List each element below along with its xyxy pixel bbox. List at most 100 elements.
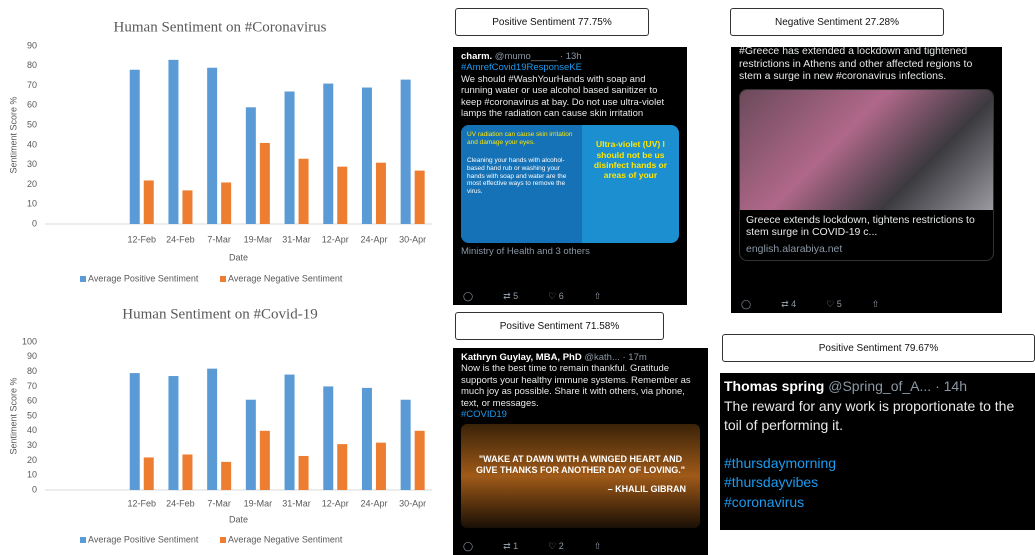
legend-label: Average Negative Sentiment (228, 273, 343, 283)
bar (400, 79, 411, 224)
bar (284, 91, 295, 224)
y-tick-label: 60 (27, 100, 37, 110)
tweet: #Greece has extended a lockdown and tigh… (731, 47, 1002, 313)
y-tick-label: 50 (27, 410, 37, 420)
x-tick-label: 24-Feb (166, 234, 195, 244)
meta: @Spring_of_A... · 14h (828, 378, 967, 394)
bar (168, 376, 179, 490)
retweets: 1 (513, 541, 519, 552)
legend-swatch (80, 537, 86, 543)
x-tick-label: 31-Mar (282, 498, 311, 508)
tweet-body: We should #WashYourHands with soap and r… (461, 73, 665, 119)
hashtag: #AmrefCovid19ResponseKE (461, 62, 582, 74)
x-tick-label: 12-Feb (127, 498, 156, 508)
legend-label: Average Negative Sentiment (228, 534, 343, 544)
bar (375, 442, 386, 490)
x-tick-label: 31-Mar (282, 234, 311, 244)
x-tick-label: 30-Apr (399, 498, 426, 508)
bar (400, 399, 411, 490)
y-tick-label: 100 (22, 336, 37, 346)
bar (245, 399, 256, 490)
x-tick-label: 12-Feb (127, 234, 156, 244)
bar (259, 142, 270, 224)
y-tick-label: 90 (27, 351, 37, 361)
card-title: Greece extends lockdown, tightens restri… (746, 213, 975, 239)
author: Kathryn Guylay, MBA, PhD (461, 352, 582, 363)
y-tick-label: 40 (27, 139, 37, 149)
bar (259, 430, 270, 490)
y-tick-label: 80 (27, 60, 37, 70)
bar (245, 107, 256, 224)
hashtag: #thursdaymorning (724, 454, 837, 471)
x-tick-label: 24-Apr (360, 498, 387, 508)
quote: "WAKE AT DAWN WITH A WINGED HEART AND GI… (476, 454, 685, 476)
chart-title: Human Sentiment on #Coronavirus (114, 19, 327, 35)
y-axis-label: Sentiment Score % (8, 377, 18, 454)
image-text: Ultra-violet (UV) l should not be us dis… (593, 139, 668, 180)
bar (414, 430, 425, 490)
tweet-body: #Greece has extended a lockdown and tigh… (739, 47, 973, 83)
tweet-header: Thomas spring @Spring_of_A... · 14h (724, 377, 1031, 397)
sentiment-label: Negative Sentiment 27.28% (730, 8, 944, 36)
footer: Ministry of Health and 3 others (461, 246, 590, 258)
retweets: 4 (791, 299, 797, 310)
y-tick-label: 10 (27, 470, 37, 480)
bar (323, 83, 334, 224)
bar (182, 454, 193, 490)
image-text: Cleaning your hands with alcohol-based h… (467, 156, 567, 196)
image-text: UV radiation can cause skin irritation a… (467, 131, 573, 147)
y-tick-label: 90 (27, 40, 37, 50)
tweet-header: Kathryn Guylay, MBA, PhD @kath... · 17m (461, 352, 700, 363)
bar (129, 69, 140, 224)
y-tick-label: 60 (27, 396, 37, 406)
bar (207, 368, 218, 490)
x-tick-label: 12-Apr (322, 498, 349, 508)
tweet: Thomas spring @Spring_of_A... · 14h The … (720, 373, 1035, 530)
x-tick-label: 12-Apr (322, 234, 349, 244)
tweet-body: Now is the best time to remain thankful.… (461, 363, 691, 409)
y-tick-label: 70 (27, 381, 37, 391)
hashtag: #coronavirus (724, 493, 805, 510)
likes: 5 (836, 299, 842, 310)
bar (129, 373, 140, 490)
likes: 2 (558, 541, 564, 552)
bar (221, 182, 232, 224)
card-site: english.alarabiya.net (746, 242, 843, 255)
bar (221, 461, 232, 490)
bar (337, 166, 348, 224)
legend-swatch (220, 276, 226, 282)
actions: ◯ ⇄ 1 ♡ 2 ⇧ (463, 541, 602, 552)
hashtag: #thursdayvibes (724, 474, 819, 491)
y-tick-label: 30 (27, 440, 37, 450)
card: Greece extends lockdown, tightens restri… (739, 88, 994, 261)
y-tick-label: 0 (32, 218, 37, 228)
likes: 6 (558, 291, 564, 302)
y-tick-label: 80 (27, 366, 37, 376)
y-tick-label: 70 (27, 80, 37, 90)
y-tick-label: 30 (27, 159, 37, 169)
quote-author: – KHALIL GIBRAN (607, 483, 686, 494)
author: Thomas spring (724, 378, 825, 394)
actions: ◯ ⇄ 4 ♡ 5 ⇧ (741, 299, 880, 310)
tweet-header: charm. @mumo_____ · 13h (461, 51, 679, 62)
sentiment-label: Positive Sentiment 77.75% (455, 8, 649, 36)
charts: Human Sentiment on #Coronavirus Sentiment… (8, 19, 432, 544)
bar (298, 158, 309, 224)
bar (337, 444, 348, 490)
bar (361, 387, 372, 490)
y-tick-label: 20 (27, 179, 37, 189)
bar (375, 162, 386, 224)
bar (143, 457, 154, 490)
image (740, 89, 993, 210)
y-tick-label: 10 (27, 199, 37, 209)
bar (182, 190, 193, 224)
y-tick-label: 50 (27, 119, 37, 129)
bar (168, 59, 179, 224)
bar (143, 180, 154, 224)
tweet-body: The reward for any work is proportionate… (724, 397, 1015, 434)
sentiment-label: Positive Sentiment 71.58% (455, 312, 664, 340)
legend-swatch (80, 276, 86, 282)
meta: @kath... · 17m (584, 352, 647, 363)
meta: @mumo_____ · 13h (494, 51, 582, 62)
y-tick-label: 40 (27, 425, 37, 435)
